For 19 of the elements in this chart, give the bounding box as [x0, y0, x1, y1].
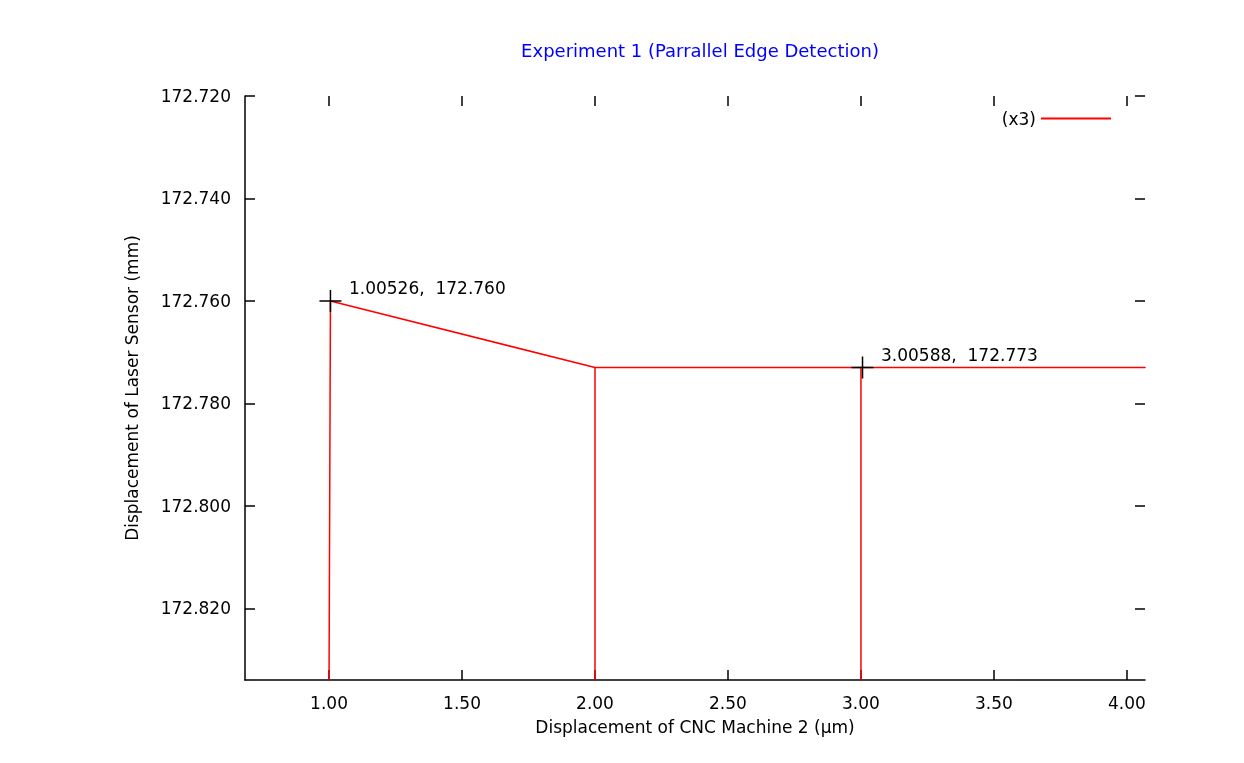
- x-tick-label: 1.50: [443, 692, 481, 713]
- annotation: 3.00588, 172.773: [881, 344, 1038, 365]
- legend-label: (x3): [1001, 108, 1036, 129]
- y-tick-label: 172.780: [160, 393, 231, 414]
- x-tick-label: 2.50: [709, 692, 747, 713]
- x-tick-label: 4.00: [1107, 692, 1146, 713]
- x-tick-label: 2.00: [576, 692, 614, 713]
- y-tick-label: 172.800: [160, 495, 231, 516]
- y-tick-label: 172.720: [160, 86, 231, 106]
- annotation: 1.00526, 172.760: [348, 277, 506, 298]
- x-tick-label: 1.00: [310, 692, 348, 713]
- chart-title: Experiment 1 (Parrallel Edge Detection): [521, 39, 879, 61]
- y-axis-title: Displacement of Laser Sensor (mm): [121, 235, 142, 541]
- y-tick-label: 172.740: [160, 188, 231, 209]
- x-tick-label: 3.50: [975, 692, 1013, 713]
- y-tick-label: 172.820: [160, 598, 231, 619]
- y-tick-label: 172.760: [160, 290, 231, 311]
- x-tick-label: 3.00: [842, 692, 880, 713]
- x-axis-title: Displacement of CNC Machine 2 (µm): [535, 716, 855, 737]
